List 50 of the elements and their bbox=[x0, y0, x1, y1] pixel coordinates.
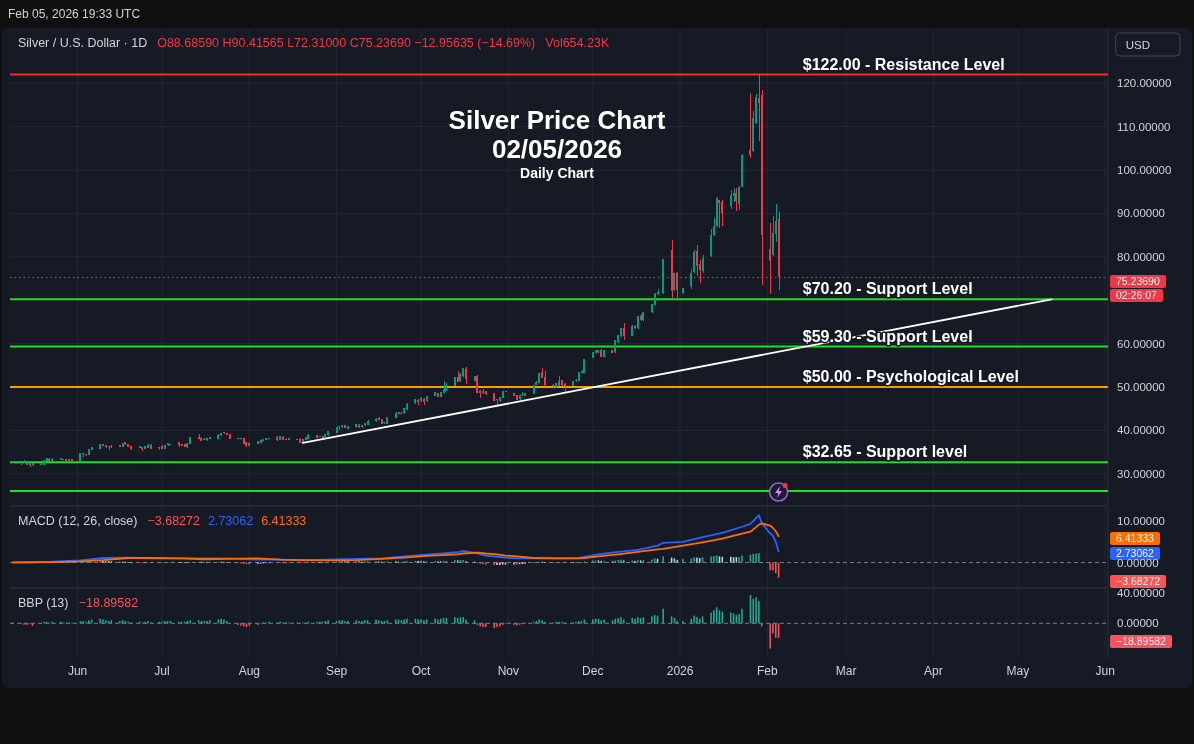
text: MACD (12, 26, close) bbox=[18, 514, 138, 528]
y-tick-label: 10.00000 bbox=[1117, 515, 1165, 528]
x-tick-label: Nov bbox=[497, 664, 519, 678]
ref-line-label: $59.30 - Support Level bbox=[802, 327, 973, 345]
annotation: −18.89582 bbox=[78, 596, 139, 610]
text: 2.73062 bbox=[1116, 546, 1154, 559]
y-tick-label: 30.00000 bbox=[1117, 467, 1165, 480]
text: Daily Chart bbox=[520, 165, 595, 181]
text: USD bbox=[1125, 38, 1150, 51]
x-tick-label: Jun bbox=[1095, 664, 1115, 678]
x-tick-label: Sep bbox=[325, 664, 348, 678]
y-tick-label: 110.00000 bbox=[1117, 120, 1171, 133]
text: 6.41333 bbox=[1116, 532, 1154, 545]
y-tick-label: 0.00000 bbox=[1117, 556, 1159, 569]
y-tick-label: 40.00000 bbox=[1117, 424, 1165, 437]
x-tick-label: Aug bbox=[238, 664, 260, 678]
y-tick-label: 100.00000 bbox=[1117, 164, 1172, 177]
ref-line-label: $50.00 - Psychological Level bbox=[802, 367, 1019, 385]
x-tick-label: Jul bbox=[154, 664, 170, 678]
ref-line-label: $122.00 - Resistance Level bbox=[802, 55, 1005, 73]
y-tick-label: 50.00000 bbox=[1117, 380, 1165, 393]
text: Feb 05, 2026 19:33 UTC bbox=[8, 7, 141, 21]
annotation: O88.68590 H90.41565 L72.31000 C75.23690 −12.95635 (−14.69%) bbox=[157, 36, 536, 50]
ref-line-label: $70.20 - Support Level bbox=[802, 280, 973, 298]
x-tick-label: Dec bbox=[582, 664, 604, 678]
annotation: 6.41333 bbox=[261, 514, 307, 528]
annotation: 2.73062 bbox=[207, 514, 254, 528]
x-tick-label: Jun bbox=[67, 664, 88, 678]
text: Silver Price Chart 02/05/2026 bbox=[448, 105, 666, 164]
y-tick-label: 60.00000 bbox=[1117, 337, 1165, 350]
x-tick-label: Mar bbox=[835, 664, 857, 678]
y-tick-label: 0.00000 bbox=[1117, 617, 1159, 630]
text: 02:26:07 bbox=[1110, 289, 1163, 303]
y-tick-label: 90.00000 bbox=[1117, 207, 1165, 220]
x-tick-label: Feb bbox=[756, 664, 778, 678]
x-tick-label: May bbox=[1006, 664, 1030, 678]
text: BBP (13) bbox=[18, 596, 69, 610]
annotation: −3.68272 bbox=[147, 514, 201, 528]
x-tick-label: Oct bbox=[411, 664, 432, 678]
text: −3.68272 bbox=[1116, 575, 1161, 588]
y-tick-label: 40.00000 bbox=[1117, 586, 1165, 599]
annotation: Vol654.23K bbox=[545, 36, 610, 50]
y-tick-label: 120.00000 bbox=[1117, 77, 1172, 90]
annotation: Silver / U.S. Dollar · 1D bbox=[18, 36, 148, 50]
y-tick-label: 80.00000 bbox=[1117, 250, 1165, 263]
text: −18.89582 bbox=[1116, 635, 1166, 648]
ref-line-label: 75.23690 bbox=[1110, 274, 1166, 288]
x-tick-label: 2026 bbox=[666, 664, 694, 678]
x-tick-label: Apr bbox=[924, 664, 943, 678]
ref-line-label: $32.65 - Support level bbox=[802, 443, 968, 461]
